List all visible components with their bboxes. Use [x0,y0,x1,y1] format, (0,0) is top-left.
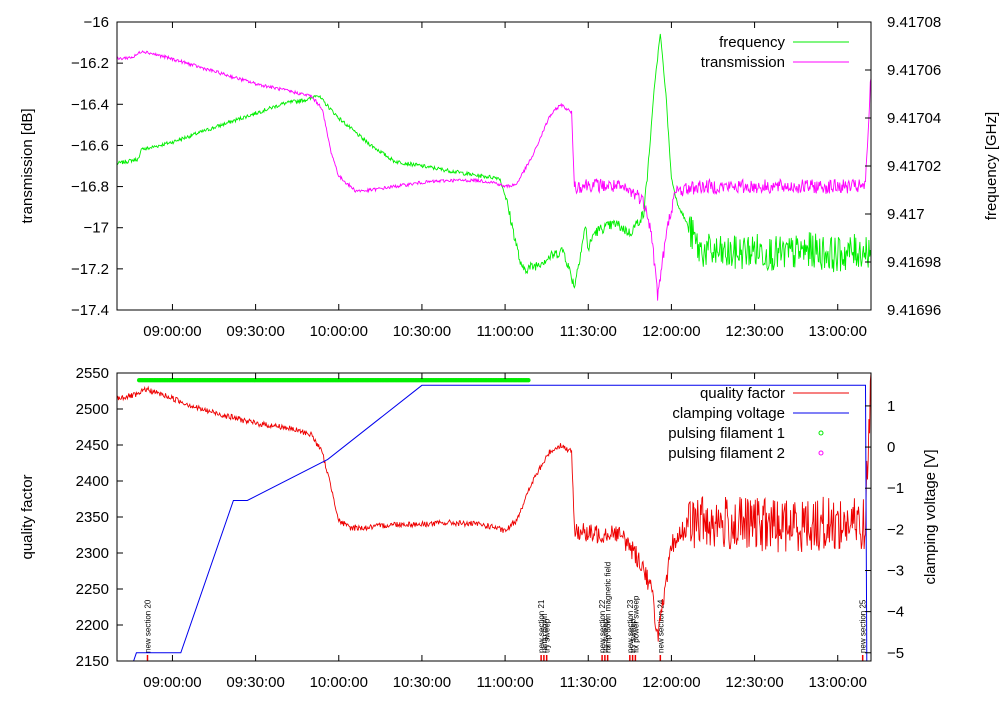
x-tick-label: 13:00:00 [809,323,867,340]
transmission-line [117,50,871,301]
y-tick-label: −16 [84,14,109,31]
y-tick-label: −17.2 [71,261,109,278]
y2-tick-label: 9.41704 [887,110,941,127]
x-tick-label: 11:00:00 [476,674,533,691]
x-tick-label: 10:00:00 [310,674,368,691]
x-tick-label: 11:30:00 [560,674,617,691]
y-tick-label: 2500 [76,401,109,418]
x-tick-label: 10:00:00 [310,323,368,340]
pulsing-filament-1-point [526,378,531,383]
legend-swatch [818,430,824,436]
x-tick-label: 13:00:00 [809,674,867,691]
section-marker-label: new section 21 [537,599,546,653]
y2-tick-label: −4 [887,604,904,621]
legend-label: quality factor [700,385,785,402]
legend-label: clamping voltage [672,405,785,422]
y-tick-label: 2450 [76,437,109,454]
section-marker-label: new section 24 [656,599,665,653]
section-marker-label: try sweep [629,618,638,653]
x-tick-label: 09:30:00 [226,674,284,691]
y-tick-label: 2300 [76,545,109,562]
x-tick-label: 12:00:00 [642,323,700,340]
section-marker-label: try sweep [601,618,610,653]
y-tick-label: −17 [84,220,109,237]
section-marker-label: new section 25 [859,599,868,653]
y2-tick-label: 0 [887,439,895,456]
y2-tick-label: −3 [887,562,904,579]
y-tick-label: −16.2 [71,55,109,72]
quality-factor-line [117,373,871,642]
y-tick-label: 2200 [76,617,109,634]
y-tick-label: 2400 [76,473,109,490]
y-tick-label: −16.8 [71,179,109,196]
section-marker-label: try sweep [543,618,552,653]
y-tick-label: 2150 [76,653,109,670]
x-tick-label: 10:30:00 [393,674,451,691]
x-tick-label: 09:00:00 [143,323,201,340]
y-tick-label: 2250 [76,581,109,598]
legend-label: frequency [719,34,785,51]
y2-axis-label: clamping voltage [V] [922,449,939,584]
x-tick-label: 11:00:00 [476,323,533,340]
frequency-line [117,33,871,289]
y-tick-label: 2350 [76,509,109,526]
x-tick-label: 09:30:00 [226,323,284,340]
top-chart: 09:00:00 09:30:00 10:00:00 10:30:00 11:00:00… [19,14,1000,340]
y-tick-label: −16.6 [71,137,109,154]
y-axis-label: quality factor [19,474,36,559]
section-marker-label: ramp down [540,613,549,653]
y2-axis-label: frequency [GHz] [983,112,1000,220]
legend-swatch [818,450,824,456]
x-tick-label: 11:30:00 [560,323,617,340]
y-axis-label: transmission [dB] [19,108,36,223]
section-marker-label: new section 23 [626,599,635,653]
section-marker-label: new section 20 [143,599,152,653]
legend-label: transmission [701,54,785,71]
y2-tick-label: 9.417 [887,206,925,223]
y-tick-label: 2550 [76,365,109,382]
y-tick-label: −17.4 [71,302,109,319]
top-plot-area [117,33,871,301]
y2-tick-label: 9.41702 [887,158,941,175]
y2-tick-label: 9.41696 [887,302,941,319]
x-tick-label: 12:30:00 [725,674,783,691]
y2-tick-label: 9.41708 [887,14,941,31]
y2-tick-label: 9.41698 [887,254,941,271]
section-marker-label: fix power sweep [631,595,640,653]
y2-tick-label: −1 [887,480,904,497]
x-tick-label: 12:30:00 [725,323,783,340]
x-tick-label: 09:00:00 [143,674,201,691]
section-marker-label: ramp down magnetic field [604,562,613,653]
y-tick-label: −16.4 [71,96,109,113]
y2-tick-label: 9.41706 [887,62,941,79]
x-tick-label: 12:00:00 [642,674,700,691]
y2-tick-label: −2 [887,521,904,538]
clamping-voltage-line [117,384,871,661]
y2-tick-label: 1 [887,398,895,415]
x-tick-label: 10:30:00 [393,323,451,340]
legend-label: pulsing filament 2 [668,445,785,462]
y2-tick-label: −5 [887,645,904,662]
legend-label: pulsing filament 1 [668,425,785,442]
section-marker-label: new section 22 [598,599,607,653]
